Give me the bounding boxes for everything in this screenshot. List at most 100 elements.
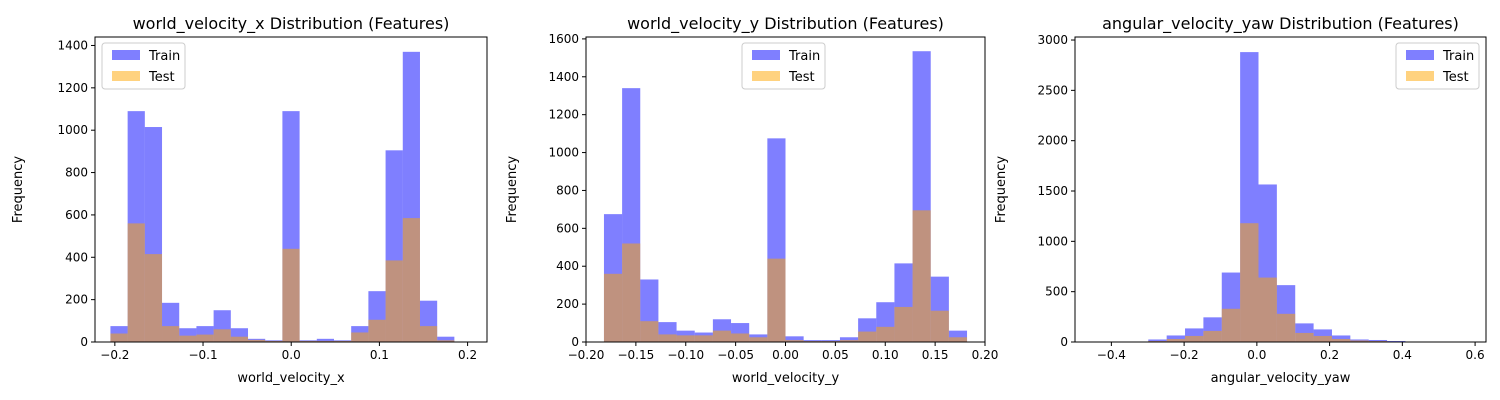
x-axis-label: world_velocity_x bbox=[237, 371, 345, 386]
bar-test-19 bbox=[948, 337, 968, 342]
y-tick-label: 400 bbox=[65, 250, 88, 264]
x-tick-label: 0.2 bbox=[1320, 348, 1339, 362]
bar-test-8 bbox=[248, 339, 266, 342]
bar-test-16 bbox=[385, 260, 403, 342]
legend: Train Test bbox=[741, 42, 826, 90]
bar-train-3 bbox=[1148, 339, 1167, 342]
bar-test-19 bbox=[437, 340, 455, 342]
legend-swatch-test bbox=[752, 71, 780, 81]
bar-test-6 bbox=[213, 329, 231, 342]
y-tick-label: 1400 bbox=[57, 38, 88, 52]
legend-swatch-train bbox=[112, 50, 140, 60]
y-tick-label: 2000 bbox=[1037, 134, 1068, 148]
y-tick-label: 2500 bbox=[1037, 83, 1068, 97]
y-axis-label: Frequency bbox=[11, 156, 26, 223]
x-tick-label: −0.05 bbox=[717, 348, 754, 362]
x-tick-label: 0.4 bbox=[1393, 348, 1412, 362]
legend: Train Test bbox=[101, 42, 186, 90]
y-tick-label: 600 bbox=[65, 208, 88, 222]
y-tick-label: 400 bbox=[556, 259, 579, 273]
legend: Train Test bbox=[1395, 42, 1480, 90]
bar-test-3 bbox=[162, 326, 180, 342]
bar-test-13 bbox=[839, 340, 859, 342]
bar-test-14 bbox=[351, 332, 369, 342]
bar-train-10 bbox=[785, 336, 804, 342]
y-tick-label: 1000 bbox=[1037, 234, 1068, 248]
bar-test-8 bbox=[1240, 223, 1259, 342]
x-tick-label: −0.20 bbox=[568, 348, 605, 362]
bar-test-10 bbox=[785, 340, 804, 342]
y-tick-label: 1500 bbox=[1037, 184, 1068, 198]
bar-test-1 bbox=[127, 223, 145, 342]
bar-test-4 bbox=[676, 335, 695, 342]
bar-train-4 bbox=[1166, 335, 1186, 342]
bar-test-14 bbox=[1350, 340, 1369, 342]
legend-swatch-test bbox=[1406, 71, 1434, 81]
y-tick-label: 200 bbox=[556, 297, 579, 311]
y-tick-label: 1600 bbox=[548, 32, 579, 46]
x-tick-label: 0.10 bbox=[872, 348, 899, 362]
chart-panel-1: −0.2 −0.1 0.0 0.1 0.2 0 200 400 600 800 1000 1200 14… bbox=[11, 14, 488, 386]
y-tick-label: 500 bbox=[1045, 285, 1068, 299]
legend-label-test: Test bbox=[788, 70, 815, 85]
x-tick-label: −0.2 bbox=[100, 348, 129, 362]
series-test bbox=[603, 210, 968, 342]
bar-test-3 bbox=[1148, 340, 1167, 342]
bar-test-5 bbox=[1185, 335, 1204, 342]
x-axis-label: angular_velocity_yaw bbox=[1211, 371, 1351, 386]
y-tick-label: 0 bbox=[571, 335, 579, 349]
y-tick-label: 600 bbox=[556, 221, 579, 235]
bar-test-4 bbox=[179, 335, 197, 342]
bar-test-7 bbox=[230, 336, 249, 342]
bar-test-7 bbox=[731, 333, 750, 342]
bar-test-15 bbox=[368, 319, 386, 342]
y-tick-label: 0 bbox=[1060, 335, 1068, 349]
legend-swatch-train bbox=[1406, 50, 1434, 60]
bar-test-7 bbox=[1221, 308, 1241, 342]
bar-test-9 bbox=[1258, 277, 1277, 342]
legend-label-train: Train bbox=[148, 49, 180, 64]
x-tick-label: 0.15 bbox=[922, 348, 949, 362]
bar-test-3 bbox=[658, 334, 677, 342]
series-test bbox=[1093, 223, 1461, 342]
bar-test-1 bbox=[622, 243, 641, 342]
bar-test-13 bbox=[1331, 338, 1351, 342]
bar-test-11 bbox=[299, 340, 317, 342]
y-axis-label: Frequency bbox=[994, 156, 1009, 223]
y-tick-label: 200 bbox=[65, 293, 88, 307]
y-tick-label: 3000 bbox=[1037, 33, 1068, 47]
bar-test-2 bbox=[640, 321, 659, 342]
x-tick-label: 0.05 bbox=[822, 348, 849, 362]
legend-label-test: Test bbox=[1442, 70, 1469, 85]
bar-train-16 bbox=[1387, 340, 1406, 342]
bar-train-19 bbox=[948, 330, 968, 342]
bar-test-11 bbox=[1295, 332, 1314, 342]
chart-panel-3: −0.4 −0.2 0.0 0.2 0.4 0.6 0 500 1000 1500 2000 2500… bbox=[994, 14, 1487, 386]
bar-test-9 bbox=[767, 258, 786, 342]
y-tick-label: 800 bbox=[65, 166, 88, 180]
x-tick-label: 0.20 bbox=[972, 348, 999, 362]
bar-test-18 bbox=[419, 326, 438, 342]
bar-test-18 bbox=[930, 310, 949, 342]
bar-test-2 bbox=[144, 254, 163, 342]
x-axis-label: world_velocity_y bbox=[732, 371, 840, 386]
bar-train-12 bbox=[316, 338, 334, 342]
y-axis-label: Frequency bbox=[505, 156, 520, 223]
bar-test-9 bbox=[265, 340, 283, 342]
bar-test-5 bbox=[196, 334, 214, 342]
bar-test-10 bbox=[282, 248, 300, 342]
bar-test-10 bbox=[1276, 313, 1296, 342]
legend-swatch-test bbox=[112, 71, 140, 81]
y-tick-label: 1000 bbox=[57, 123, 88, 137]
x-tick-label: 0.6 bbox=[1466, 348, 1485, 362]
bar-test-6 bbox=[712, 330, 732, 342]
bar-test-4 bbox=[1166, 338, 1186, 342]
bar-test-0 bbox=[110, 333, 128, 342]
bar-test-5 bbox=[694, 335, 713, 342]
y-tick-label: 1200 bbox=[57, 81, 88, 95]
x-tick-label: 0.0 bbox=[282, 348, 301, 362]
legend-label-train: Train bbox=[1442, 49, 1474, 64]
bar-test-12 bbox=[316, 340, 334, 342]
bar-test-17 bbox=[402, 218, 420, 342]
chart-panel-2: −0.20 −0.15 −0.10 −0.05 0.00 0.05 0.10 0.15 0.20… bbox=[505, 14, 998, 386]
